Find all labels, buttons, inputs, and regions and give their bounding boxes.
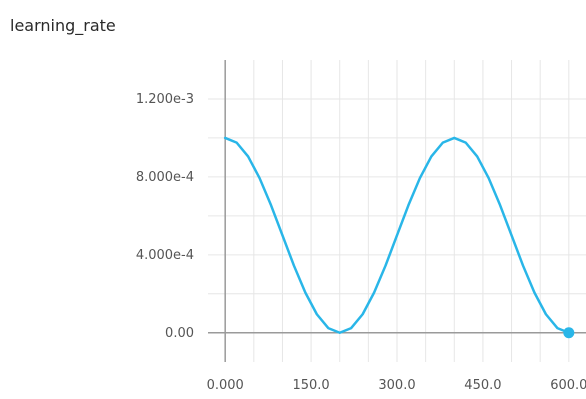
y-tick-label: 4.000e-4 <box>136 248 194 263</box>
y-tick-label: 0.00 <box>165 326 194 341</box>
x-tick-label: 450.0 <box>464 378 501 393</box>
x-tick-label: 600.0 <box>550 378 586 393</box>
x-tick-label: 300.0 <box>378 378 415 393</box>
x-tick-label: 150.0 <box>292 378 329 393</box>
chart-title: learning_rate <box>10 16 116 35</box>
data-point-marker <box>563 327 575 339</box>
y-tick-label: 8.000e-4 <box>136 170 194 185</box>
y-tick-label: 1.200e-3 <box>136 92 194 107</box>
x-tick-label: 0.000 <box>207 378 244 393</box>
series-line <box>223 136 571 335</box>
